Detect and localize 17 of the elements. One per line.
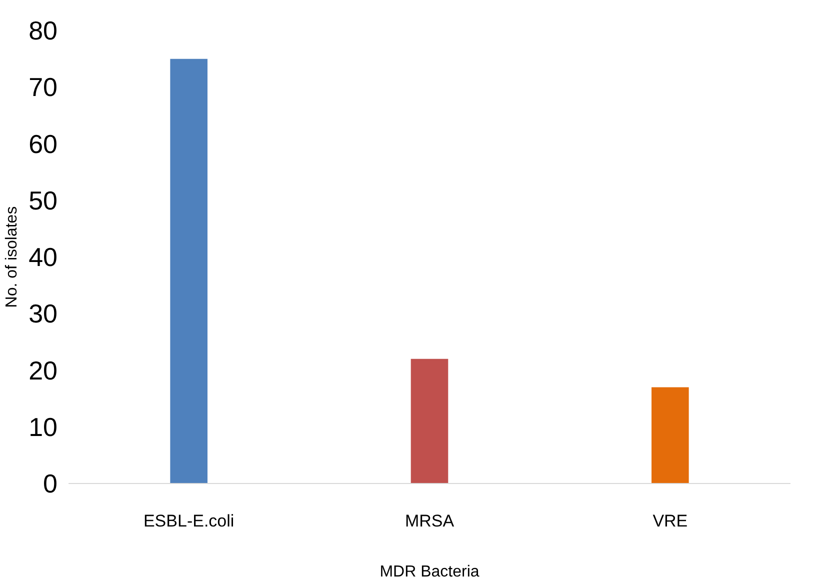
y-tick-label: 60: [28, 128, 58, 159]
y-tick-label: 10: [28, 412, 58, 442]
bar: [410, 358, 448, 484]
x-axis-title: MDR Bacteria: [380, 564, 480, 580]
y-tick-label: 40: [28, 242, 58, 272]
y-tick-label: 0: [43, 468, 58, 498]
x-tick-label: ESBL-E.coli: [143, 512, 234, 530]
y-tick-label: 70: [28, 72, 58, 102]
y-tick-label: 80: [28, 16, 58, 46]
y-tick-label: 20: [28, 355, 58, 386]
x-tick-label: VRE: [652, 512, 688, 530]
y-tick-label: 30: [28, 298, 58, 329]
y-tick-label: 50: [28, 185, 58, 216]
bar: [170, 58, 208, 484]
bar: [652, 387, 689, 484]
x-tick-label: MRSA: [404, 512, 455, 530]
y-axis-title: No. of isolates: [4, 206, 21, 308]
